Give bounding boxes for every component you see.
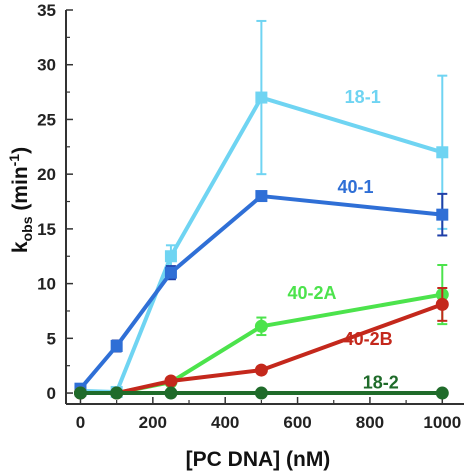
series-layer [73,19,449,400]
y-tick-label: 20 [37,165,56,184]
series-label-18-2: 18-2 [363,373,399,393]
y-axis-title-superscript: -1 [6,154,22,167]
x-tick-label: 0 [76,413,85,432]
data-point [435,386,449,400]
data-point [255,91,268,104]
data-point [164,386,178,400]
x-tick-label: 400 [211,413,239,432]
data-point [73,386,87,400]
series-label-40-2a: 40-2A [288,283,337,303]
data-point [164,250,177,263]
series-label-18-1: 18-1 [345,87,381,107]
data-point [254,319,268,333]
y-axis-title-unit: (min [9,166,32,216]
axes: 0 5 10 15 20 25 30 35 0 200 400 600 800 1000 [37,1,464,432]
series-line [78,194,443,390]
y-tick-label: 0 [47,384,56,403]
data-point [436,208,449,221]
data-point [254,386,268,400]
data-point [110,339,123,352]
data-point [164,374,178,388]
y-axis-title: kobs (min-1) [6,147,35,253]
series-18-2 [73,386,449,400]
y-tick-label: 15 [37,220,56,239]
data-point [435,297,449,311]
data-point [110,386,124,400]
x-tick-label: 600 [283,413,311,432]
data-point [436,146,449,159]
y-tick-label: 25 [37,110,56,129]
y-axis-title-close: ) [9,147,32,154]
series-label-40-2b: 40-2B [344,329,393,349]
labels-layer: 18-1 40-1 40-2A 40-2B 18-2 [288,87,399,393]
x-axis-title: [PC DNA] (nM) [186,448,331,471]
y-axis-title-base: k [9,241,32,253]
y-tick-label: 30 [37,56,56,75]
x-tick-label: 200 [139,413,167,432]
y-tick-label: 5 [47,329,56,348]
data-point [164,266,177,279]
data-point [254,363,268,377]
data-point [255,190,268,203]
series-label-40-1: 40-1 [337,177,373,197]
y-axis-title-subscript: obs [19,216,35,241]
y-tick-label: 10 [37,275,56,294]
x-tick-label: 1000 [423,413,461,432]
y-tick-label: 35 [37,1,56,20]
x-tick-label: 800 [356,413,384,432]
